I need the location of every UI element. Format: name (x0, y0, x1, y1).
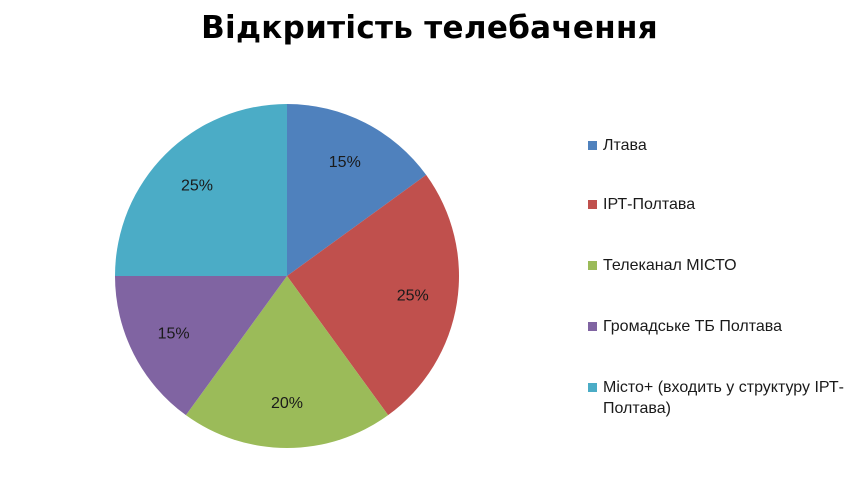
legend-swatch-misto-plus (588, 383, 597, 392)
legend-item-ltava: Лтава (588, 135, 853, 156)
legend-swatch-hromadske-tb (588, 322, 597, 331)
legend-swatch-ltava (588, 141, 597, 150)
pie-slice-ltava (287, 104, 427, 276)
legend-label-irt-poltava: ІРТ-Полтава (603, 196, 696, 213)
pie-slice-irt-poltava (287, 174, 459, 416)
legend-label-telekanal-misto: Телеканал МІСТО (603, 257, 737, 274)
pie-slice-misto-plus (115, 104, 287, 276)
legend-item-hromadske-tb: Громадське ТБ Полтава (588, 316, 853, 337)
data-label-misto-plus: 25% (181, 177, 213, 194)
legend-label-hromadske-tb: Громадське ТБ Полтава (603, 318, 783, 335)
legend-swatch-irt-poltava (588, 200, 597, 209)
pie-chart: 15% 25% 20% 15% 25% (115, 104, 459, 448)
data-label-ltava: 15% (329, 154, 361, 171)
legend-swatch-telekanal-misto (588, 261, 597, 270)
legend-label-ltava: Лтава (603, 137, 647, 154)
legend-item-telekanal-misto: Телеканал МІСТО (588, 255, 853, 276)
pie-slice-hromadske-tb (115, 276, 287, 416)
legend-item-misto-plus: Місто+ (входить у структуру ІРТ-Полтава) (588, 377, 853, 419)
pie-slice-telekanal-misto (185, 276, 389, 448)
data-label-irt-poltava: 25% (397, 287, 429, 304)
data-label-hromadske-tb: 15% (158, 325, 190, 342)
legend-item-irt-poltava: ІРТ-Полтава (588, 194, 853, 215)
data-label-telekanal-misto: 20% (271, 395, 303, 412)
legend-label-misto-plus: Місто+ (входить у структуру ІРТ-Полтава) (603, 379, 844, 417)
chart-title: Відкритість телебачення (201, 10, 658, 46)
legend: Лтава ІРТ-Полтава Телеканал МІСТО Громад… (588, 0, 853, 480)
